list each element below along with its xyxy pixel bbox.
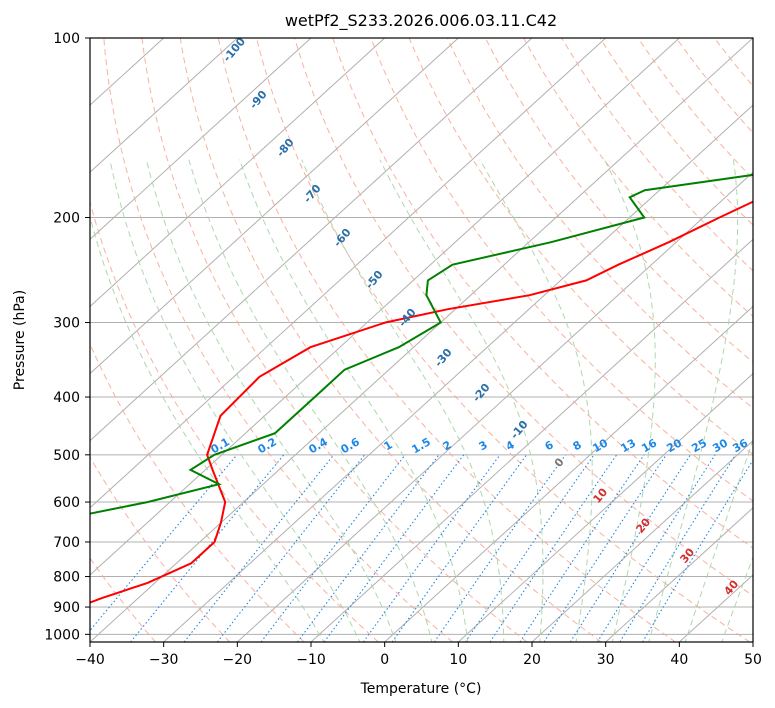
isotherm-line (90, 38, 459, 375)
y-tick-label: 700 (53, 535, 80, 551)
x-tick-label: −40 (75, 652, 105, 668)
dry-adiabat (408, 38, 753, 456)
x-tick-label: −10 (296, 652, 326, 668)
mixing-ratio-line (642, 459, 753, 642)
y-tick-label: 200 (53, 211, 80, 227)
isotherm-line (236, 171, 753, 642)
isotherm-line (90, 38, 238, 173)
dry-adiabat (90, 200, 379, 642)
dry-adiabat (90, 456, 231, 642)
moist-adiabat (379, 159, 544, 642)
chart-title: wetPf2_S233.2026.006.03.11.C42 (285, 11, 557, 31)
x-axis-label: Temperature (°C) (360, 681, 482, 697)
x-tick-label: 30 (597, 652, 615, 668)
x-tick-label: 40 (670, 652, 688, 668)
moist-adiabat (684, 438, 753, 642)
mixing-ratio-line (619, 454, 737, 642)
y-tick-label: 400 (53, 390, 80, 406)
dry-adiabat (217, 38, 676, 642)
y-tick-label: 800 (53, 570, 80, 586)
moist-adiabat (109, 159, 361, 642)
isotherm-line (90, 38, 753, 642)
moist-adiabat (90, 214, 325, 642)
plot-clip-group (90, 38, 753, 642)
moist-adiabat (239, 159, 469, 642)
y-tick-label: 600 (53, 495, 80, 511)
dewpoint-profile (90, 173, 753, 515)
mixing-ratio-line (464, 454, 595, 642)
moist-adiabat (301, 159, 505, 642)
dry-adiabat (141, 38, 528, 642)
mixing-ratio-line (297, 454, 440, 642)
isotherm-line (384, 305, 753, 642)
dry-adiabat (523, 38, 753, 318)
mixing-ratio-line (362, 454, 501, 642)
plot-frame (89, 37, 754, 643)
moist-adiabat (604, 159, 656, 642)
y-tick-label: 100 (53, 31, 80, 47)
axes: −40 −30 −20 −10 0 10 20 30 40 50 100 200 300 400 500 60… (44, 31, 762, 668)
isotherm-line (90, 38, 312, 241)
mixing-ratio-line (569, 454, 691, 642)
dry-adiabat (294, 38, 753, 597)
dry-adiabat (332, 38, 753, 549)
dry-adiabat (256, 38, 751, 642)
dry-adiabat (637, 38, 753, 180)
moist-adiabat (648, 159, 739, 642)
mixing-ratio-line (90, 454, 238, 632)
x-tick-label: 10 (449, 652, 467, 668)
isotherm-line (90, 38, 533, 442)
mixing-ratio-line (596, 454, 716, 642)
isotherm-line (531, 439, 753, 642)
moist-adiabat (721, 556, 753, 642)
dry-adiabat (179, 38, 602, 642)
y-tick-label: 1000 (44, 627, 80, 643)
x-tick-label: 0 (380, 652, 389, 668)
y-axis-label: Pressure (hPa) (12, 290, 28, 390)
temperature-profile (90, 200, 753, 604)
dry-adiabat (484, 38, 753, 363)
mixing-ratio-line (323, 454, 465, 642)
isotherm-line (90, 38, 607, 509)
dry-adiabat (561, 38, 753, 272)
isotherm-line (90, 38, 680, 576)
isotherm-line (605, 507, 753, 642)
y-tick-label: 500 (53, 448, 80, 464)
y-tick-label: 300 (53, 316, 80, 332)
isotherm-line (310, 238, 753, 642)
dry-adiabat (103, 38, 453, 642)
x-tick-label: 20 (523, 652, 541, 668)
y-tick-label: 900 (53, 600, 80, 616)
moist-adiabat (479, 159, 593, 642)
moist-adiabat (188, 159, 433, 642)
x-tick-label: −20 (223, 652, 253, 668)
mixing-ratio-line (489, 454, 618, 642)
x-tick-label: 50 (744, 652, 762, 668)
isotherm-line (457, 372, 753, 642)
x-tick-label: −30 (149, 652, 179, 668)
isotherm-line (90, 38, 386, 308)
mixing-ratio-line (543, 454, 667, 642)
mixing-ratio-line (260, 454, 406, 642)
dry-adiabat (446, 38, 753, 409)
mixing-ratio-line (519, 454, 645, 642)
moist-adiabat (145, 159, 397, 642)
